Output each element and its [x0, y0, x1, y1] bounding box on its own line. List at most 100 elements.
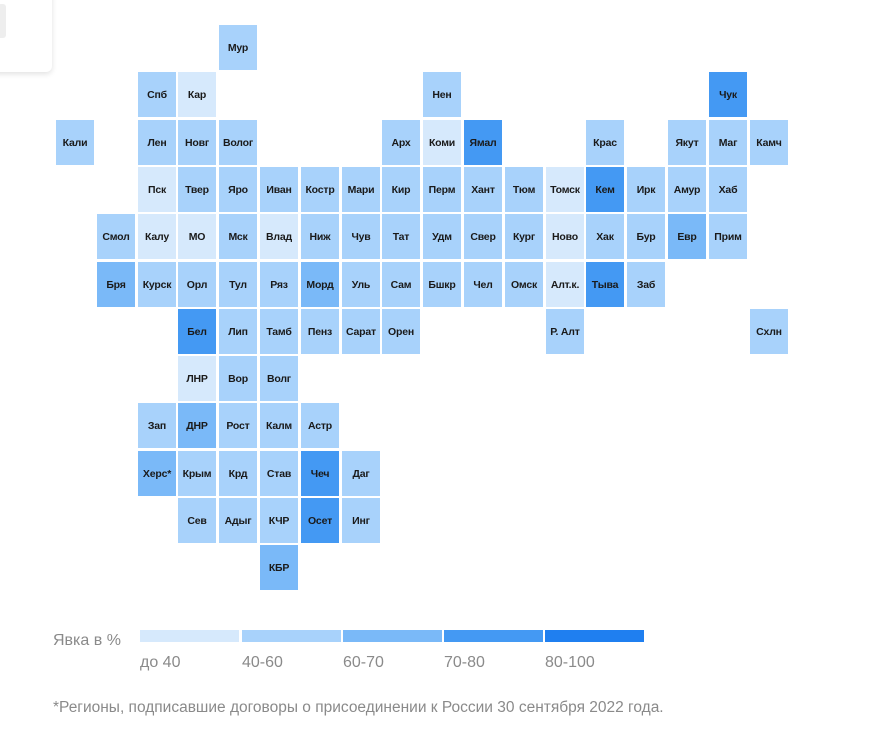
- region-tile: Тамб: [260, 309, 298, 354]
- region-tile: Спб: [138, 72, 176, 117]
- region-tile: Пск: [138, 167, 176, 212]
- tile-map: Мур Спб Кар Нен Чук Кали Лен Новг Волог Арх Коми Ям…: [56, 25, 788, 590]
- region-tile: Волг: [260, 356, 298, 401]
- region-tile: Бря: [97, 262, 135, 307]
- legend-title: Явка в %: [53, 632, 121, 649]
- region-tile: Вор: [219, 356, 257, 401]
- region-tile: Кир: [382, 167, 420, 212]
- region-tile: Коми: [423, 120, 461, 165]
- region-tile: Кали: [56, 120, 94, 165]
- corner-card: [0, 0, 52, 72]
- region-tile: Калм: [260, 403, 298, 448]
- region-tile: Омск: [505, 262, 543, 307]
- region-tile: Маг: [709, 120, 747, 165]
- region-tile: Амур: [668, 167, 706, 212]
- region-tile: Калу: [138, 214, 176, 259]
- legend-label-4: 70-80: [444, 654, 485, 671]
- region-tile: Новг: [178, 120, 216, 165]
- region-tile: Крым: [178, 451, 216, 496]
- region-tile: Чеч: [301, 451, 339, 496]
- region-tile: Курск: [138, 262, 176, 307]
- region-tile: Чел: [464, 262, 502, 307]
- region-tile: Херс*: [138, 451, 176, 496]
- region-tile: Ирк: [627, 167, 665, 212]
- region-tile: Волог: [219, 120, 257, 165]
- region-tile: МО: [178, 214, 216, 259]
- region-tile: Евр: [668, 214, 706, 259]
- region-tile: Смол: [97, 214, 135, 259]
- region-tile: Инг: [342, 498, 380, 543]
- region-tile: Мур: [219, 25, 257, 70]
- region-tile: Прим: [709, 214, 747, 259]
- region-tile: Алт.к.: [546, 262, 584, 307]
- legend-swatch-3: [343, 630, 442, 642]
- region-tile: Томск: [546, 167, 584, 212]
- footnote: *Регионы, подписавшие договоры о присоед…: [53, 699, 664, 716]
- region-tile: Костр: [301, 167, 339, 212]
- region-tile: Кем: [586, 167, 624, 212]
- region-tile: Чук: [709, 72, 747, 117]
- region-tile: ЛНР: [178, 356, 216, 401]
- region-tile: ДНР: [178, 403, 216, 448]
- region-tile: Ямал: [464, 120, 502, 165]
- region-tile: Свер: [464, 214, 502, 259]
- region-tile: Даг: [342, 451, 380, 496]
- region-tile: Лен: [138, 120, 176, 165]
- region-tile: Мари: [342, 167, 380, 212]
- region-tile: Тул: [219, 262, 257, 307]
- region-tile: Орен: [382, 309, 420, 354]
- region-tile: Сарат: [342, 309, 380, 354]
- region-tile: Нен: [423, 72, 461, 117]
- region-tile: КБР: [260, 545, 298, 590]
- legend-label-2: 40-60: [242, 654, 283, 671]
- region-tile: Орл: [178, 262, 216, 307]
- region-tile: Схлн: [750, 309, 788, 354]
- region-tile: Кург: [505, 214, 543, 259]
- legend-label-1: до 40: [140, 654, 181, 671]
- legend-label-5: 80-100: [545, 654, 595, 671]
- region-tile: Тыва: [586, 262, 624, 307]
- corner-card-handle: [0, 4, 6, 38]
- region-tile: Удм: [423, 214, 461, 259]
- region-tile: Камч: [750, 120, 788, 165]
- region-tile: Хак: [586, 214, 624, 259]
- region-tile: Крд: [219, 451, 257, 496]
- region-tile: Ниж: [301, 214, 339, 259]
- legend-swatch-4: [444, 630, 543, 642]
- region-tile: Уль: [342, 262, 380, 307]
- region-tile: Рост: [219, 403, 257, 448]
- region-tile: Адыг: [219, 498, 257, 543]
- region-tile: Р. Алт: [546, 309, 584, 354]
- region-tile: Осет: [301, 498, 339, 543]
- region-tile: Хаб: [709, 167, 747, 212]
- region-tile: Астр: [301, 403, 339, 448]
- region-tile: Хант: [464, 167, 502, 212]
- region-tile: Бел: [178, 309, 216, 354]
- region-tile: Пенз: [301, 309, 339, 354]
- region-tile: Арх: [382, 120, 420, 165]
- region-tile: Заб: [627, 262, 665, 307]
- region-tile: Крас: [586, 120, 624, 165]
- region-tile: Морд: [301, 262, 339, 307]
- region-tile: Якут: [668, 120, 706, 165]
- region-tile: Тюм: [505, 167, 543, 212]
- region-tile: Чув: [342, 214, 380, 259]
- region-tile: Яро: [219, 167, 257, 212]
- region-tile: Иван: [260, 167, 298, 212]
- region-tile: Тат: [382, 214, 420, 259]
- region-tile: Сам: [382, 262, 420, 307]
- region-tile: Перм: [423, 167, 461, 212]
- region-tile: Лип: [219, 309, 257, 354]
- region-tile: Бур: [627, 214, 665, 259]
- region-tile: Ново: [546, 214, 584, 259]
- region-tile: Твер: [178, 167, 216, 212]
- legend-swatch-1: [140, 630, 239, 642]
- region-tile: Став: [260, 451, 298, 496]
- legend-swatch-2: [242, 630, 341, 642]
- region-tile: Кар: [178, 72, 216, 117]
- legend-label-3: 60-70: [343, 654, 384, 671]
- region-tile: Бшкр: [423, 262, 461, 307]
- region-tile: Сев: [178, 498, 216, 543]
- region-tile: КЧР: [260, 498, 298, 543]
- region-tile: Мск: [219, 214, 257, 259]
